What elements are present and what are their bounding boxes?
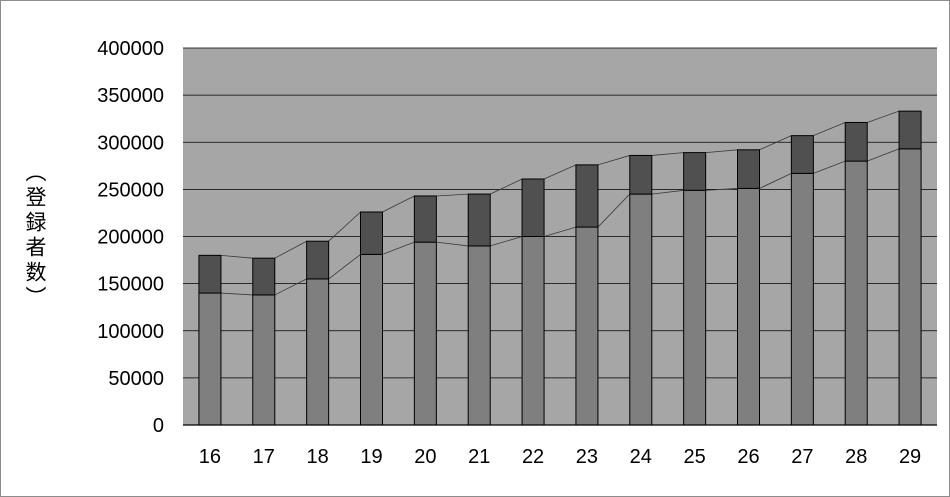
connector-line-upper bbox=[436, 193, 469, 197]
bar-lower-segment bbox=[683, 189, 707, 426]
connector-line-lower bbox=[651, 189, 684, 195]
bar-lower-segment bbox=[790, 172, 814, 426]
bar-lower-segment bbox=[898, 148, 922, 426]
y-tick-label: 250000 bbox=[97, 179, 164, 201]
y-axis-ticks: 0 50000 100000 150000 200000 250000 300000 3500… bbox=[97, 38, 164, 437]
bar-upper-segment bbox=[683, 152, 707, 191]
x-tick-label: 26 bbox=[737, 446, 759, 468]
bar-upper-segment bbox=[360, 211, 383, 255]
bar-upper-segment bbox=[467, 193, 491, 247]
bar-upper-segment bbox=[575, 164, 599, 228]
connector-line-upper bbox=[813, 122, 846, 137]
bar-upper-segment bbox=[844, 121, 868, 162]
bar-lower-segment bbox=[360, 253, 383, 426]
connector-line-upper bbox=[867, 110, 900, 123]
bar-lower-segment bbox=[521, 236, 545, 426]
connector-line-upper bbox=[490, 178, 523, 195]
y-tick-label: 150000 bbox=[97, 274, 164, 296]
y-tick-label: 350000 bbox=[97, 85, 164, 107]
x-tick-label: 18 bbox=[307, 446, 329, 468]
bar-lower-segment bbox=[198, 292, 222, 426]
y-tick-label: 200000 bbox=[97, 227, 164, 249]
connector-line-lower bbox=[436, 241, 469, 247]
bar-upper-segment bbox=[198, 254, 222, 294]
y-tick-label: 100000 bbox=[97, 321, 164, 343]
connector-line-lower bbox=[759, 172, 792, 189]
connector-line-upper bbox=[759, 135, 792, 151]
x-tick-label: 27 bbox=[791, 446, 813, 468]
connector-line-upper bbox=[220, 254, 253, 259]
bar-lower-segment bbox=[844, 160, 868, 426]
bar-lower-segment bbox=[737, 187, 760, 426]
x-tick-label: 23 bbox=[576, 446, 598, 468]
bar-upper-segment bbox=[306, 240, 330, 280]
x-tick-label: 16 bbox=[199, 446, 221, 468]
bar-upper-segment bbox=[413, 195, 437, 243]
x-tick-label: 19 bbox=[360, 446, 382, 468]
connector-line-upper bbox=[382, 195, 415, 213]
bar-upper-segment bbox=[898, 110, 922, 150]
connector-line-upper bbox=[543, 164, 577, 180]
connector-line-lower bbox=[867, 148, 900, 162]
bar-lower-segment bbox=[306, 278, 330, 426]
y-tick-label: 400000 bbox=[97, 38, 164, 60]
connector-line-upper bbox=[328, 211, 361, 242]
x-axis-ticks: 16 17 18 19 20 21 22 23 24 25 26 27 28 29 bbox=[199, 446, 921, 468]
connector-line-lower bbox=[328, 254, 361, 280]
bar-upper-segment bbox=[737, 149, 760, 189]
connector-line-lower bbox=[274, 278, 307, 296]
x-tick-label: 24 bbox=[630, 446, 652, 468]
y-tick-label: 50000 bbox=[108, 368, 164, 390]
connector-line-upper bbox=[274, 240, 307, 259]
x-tick-label: 17 bbox=[253, 446, 275, 468]
bar-lower-segment bbox=[467, 245, 491, 426]
connector-line-lower bbox=[382, 241, 415, 255]
x-tick-label: 20 bbox=[414, 446, 436, 468]
bar-lower-segment bbox=[629, 193, 653, 426]
connector-line-lower bbox=[597, 193, 631, 228]
bars bbox=[198, 110, 922, 426]
connector-line-lower bbox=[813, 160, 846, 174]
connector-lines bbox=[220, 110, 900, 296]
bar-lower-segment bbox=[252, 294, 276, 426]
x-tick-label: 29 bbox=[899, 446, 921, 468]
x-tick-label: 28 bbox=[845, 446, 867, 468]
bar-upper-segment bbox=[790, 135, 814, 174]
bar-upper-segment bbox=[252, 257, 276, 296]
connector-line-upper bbox=[597, 155, 630, 166]
bar-lower-segment bbox=[413, 241, 437, 426]
connector-line-lower bbox=[220, 292, 253, 296]
bar-upper-segment bbox=[629, 154, 653, 195]
bar-upper-segment bbox=[521, 178, 545, 238]
x-tick-label: 25 bbox=[684, 446, 706, 468]
y-axis-label: （登録者数） bbox=[23, 161, 47, 311]
x-tick-label: 21 bbox=[468, 446, 490, 468]
x-tick-label: 22 bbox=[522, 446, 544, 468]
connector-line-lower bbox=[543, 226, 577, 237]
bar-lower-segment bbox=[575, 226, 599, 426]
connector-line-lower bbox=[490, 236, 523, 247]
connector-line-upper bbox=[705, 149, 738, 154]
y-tick-label: 300000 bbox=[97, 132, 164, 154]
y-tick-label: 0 bbox=[153, 415, 164, 437]
connector-line-upper bbox=[651, 152, 684, 156]
connector-line-lower bbox=[705, 188, 738, 191]
